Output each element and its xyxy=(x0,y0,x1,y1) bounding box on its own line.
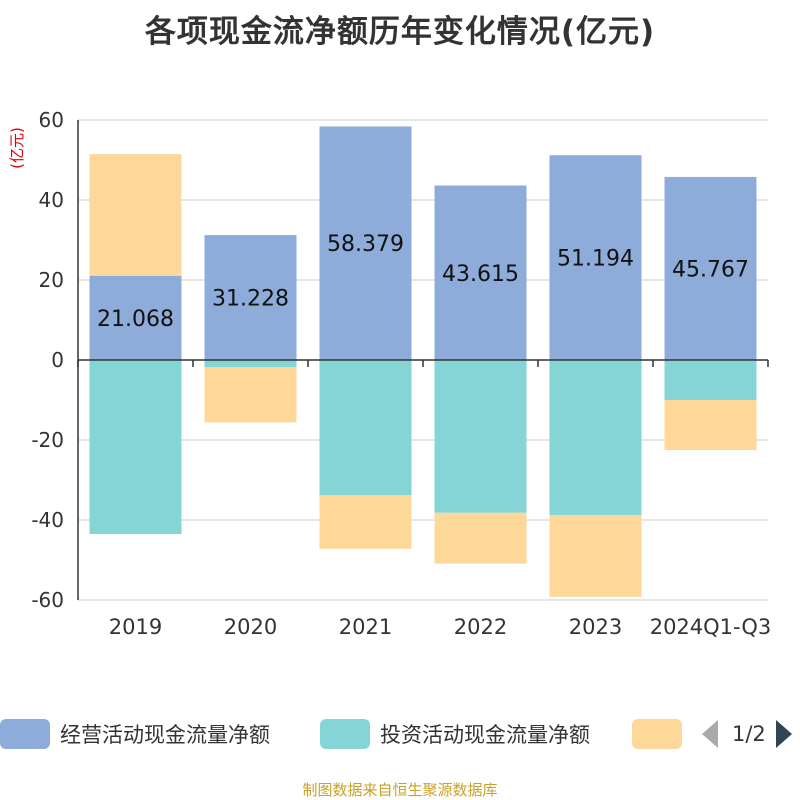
data-label-operating: 51.194 xyxy=(557,247,634,272)
y-tick-label: 60 xyxy=(39,108,64,132)
legend-swatch-operating xyxy=(0,719,50,749)
bar-financing-2022 xyxy=(434,512,527,564)
bar-financing-2020 xyxy=(204,367,297,423)
bar-operating-2019 xyxy=(89,275,182,360)
bar-financing-2024Q1-Q3 xyxy=(664,400,757,450)
data-label-operating: 21.068 xyxy=(97,307,174,332)
legend-next-page-icon[interactable] xyxy=(775,720,792,748)
legend-prev-page-icon[interactable] xyxy=(702,720,718,748)
y-axis-unit-label: (亿元) xyxy=(8,127,26,169)
y-tick-label: 0 xyxy=(51,348,64,372)
bar-investing-2020 xyxy=(204,360,297,368)
bar-investing-2021 xyxy=(319,360,412,496)
bar-investing-2019 xyxy=(89,360,182,534)
data-label-operating: 58.379 xyxy=(327,232,404,257)
data-source-note: 制图数据来自恒生聚源数据库 xyxy=(302,781,498,799)
bar-investing-2022 xyxy=(434,360,527,513)
bar-operating-2021 xyxy=(319,126,412,360)
x-tick-label: 2020 xyxy=(224,615,277,639)
legend-item-financing[interactable] xyxy=(632,716,682,752)
y-tick-label: 40 xyxy=(39,188,64,212)
bar-financing-2019 xyxy=(89,154,182,276)
y-tick-label: 20 xyxy=(39,268,64,292)
chart-title: 各项现金流净额历年变化情况(亿元) xyxy=(144,14,656,50)
bar-financing-2023 xyxy=(549,515,642,597)
y-tick-label: -40 xyxy=(31,508,64,532)
legend-label-investing: 投资活动现金流量净额 xyxy=(380,723,590,747)
bar-financing-2021 xyxy=(319,495,412,549)
x-tick-label: 2024Q1-Q3 xyxy=(650,615,772,639)
legend-pager: 1/2 xyxy=(700,716,800,752)
legend: 经营活动现金流量净额 投资活动现金流量净额 1/2 xyxy=(0,716,800,752)
bar-investing-2024Q1-Q3 xyxy=(664,360,757,400)
x-tick-label: 2022 xyxy=(454,615,507,639)
legend-page-indicator: 1/2 xyxy=(732,722,766,746)
bar-investing-2023 xyxy=(549,360,642,516)
x-tick-label: 2023 xyxy=(569,615,622,639)
legend-item-investing[interactable]: 投资活动现金流量净额 xyxy=(320,716,590,752)
y-tick-label: -20 xyxy=(31,428,64,452)
bar-operating-2020 xyxy=(204,235,297,360)
bar-operating-2022 xyxy=(434,185,527,360)
legend-swatch-investing xyxy=(320,719,370,749)
legend-item-operating[interactable]: 经营活动现金流量净额 xyxy=(0,716,270,752)
data-label-operating: 43.615 xyxy=(442,262,519,287)
y-tick-label: -60 xyxy=(31,588,64,612)
data-label-operating: 31.228 xyxy=(212,287,289,312)
x-tick-label: 2021 xyxy=(339,615,392,639)
bar-operating-2024Q1-Q3 xyxy=(664,176,757,360)
data-label-operating: 45.767 xyxy=(672,257,749,282)
legend-swatch-financing xyxy=(632,719,682,749)
legend-label-operating: 经营活动现金流量净额 xyxy=(60,723,270,747)
bar-operating-2023 xyxy=(549,155,642,360)
x-tick-label: 2019 xyxy=(109,615,162,639)
